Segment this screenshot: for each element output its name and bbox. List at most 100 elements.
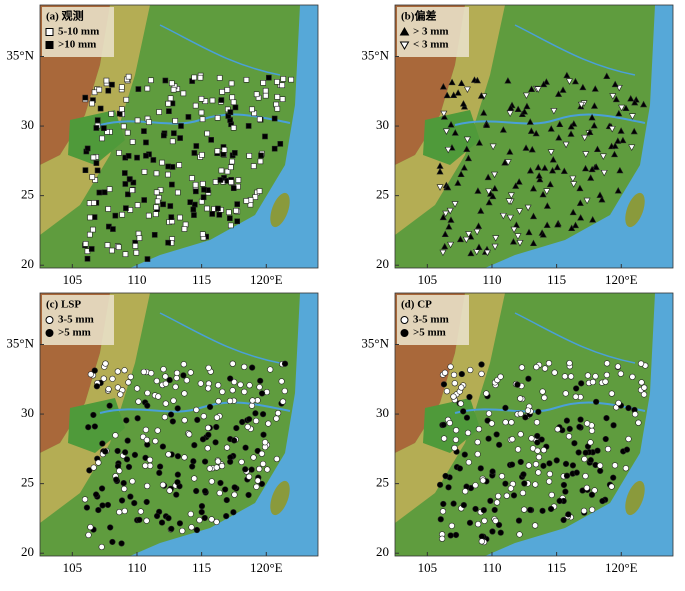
station-marker [98, 485, 106, 492]
station-marker [493, 431, 500, 438]
station-marker [205, 385, 212, 392]
station-marker [209, 97, 216, 104]
station-marker [546, 470, 553, 478]
station-marker [629, 373, 636, 381]
station-marker [517, 431, 524, 438]
station-marker [489, 528, 496, 535]
station-marker [603, 415, 610, 422]
station-marker [458, 370, 465, 378]
station-marker [171, 130, 177, 136]
station-marker [169, 138, 176, 145]
station-marker [193, 526, 201, 534]
station-marker [174, 471, 181, 478]
station-marker [528, 85, 536, 92]
station-marker [131, 451, 139, 458]
station-marker [83, 504, 91, 511]
station-marker [526, 167, 534, 174]
legend-box [42, 7, 114, 57]
station-marker [230, 185, 237, 191]
station-marker [259, 460, 267, 468]
station-marker [501, 159, 509, 166]
station-marker [590, 121, 598, 129]
station-marker [153, 204, 160, 211]
station-marker [214, 115, 221, 121]
station-marker [507, 192, 515, 199]
station-marker [602, 435, 609, 443]
station-marker [222, 486, 229, 493]
station-marker [520, 471, 527, 478]
station-marker [122, 449, 129, 456]
station-marker [215, 382, 222, 389]
station-marker [600, 169, 608, 177]
station-marker [115, 244, 122, 250]
x-tick-label: 110 [482, 560, 501, 575]
station-marker [176, 162, 182, 168]
station-marker [143, 436, 150, 444]
station-marker [180, 90, 187, 97]
station-marker [473, 76, 481, 84]
station-marker [611, 142, 619, 149]
station-marker [436, 481, 444, 488]
station-marker [485, 198, 493, 206]
station-marker [638, 379, 645, 386]
panel-label: (b)偏差 [401, 9, 436, 23]
station-marker [187, 510, 194, 518]
station-marker [463, 136, 471, 144]
station-marker [567, 130, 575, 137]
station-marker [93, 383, 100, 390]
station-marker [477, 207, 485, 214]
legend-symbol [45, 41, 54, 49]
station-marker [587, 174, 595, 181]
station-marker [162, 77, 169, 84]
station-marker [273, 455, 280, 463]
station-marker [525, 375, 532, 382]
station-marker [125, 463, 133, 471]
station-marker [518, 364, 525, 371]
station-marker [129, 139, 136, 145]
station-marker [228, 222, 234, 229]
station-marker [159, 443, 167, 450]
station-marker [189, 463, 196, 470]
station-marker [551, 369, 558, 376]
station-marker [570, 181, 578, 188]
station-marker [214, 458, 222, 465]
station-marker [257, 377, 264, 384]
station-marker [625, 435, 632, 443]
station-marker [491, 243, 499, 251]
station-marker [144, 256, 151, 262]
station-marker [541, 365, 549, 372]
station-marker [503, 492, 510, 499]
station-marker [84, 145, 91, 152]
station-marker [466, 519, 474, 526]
station-marker [614, 363, 622, 370]
station-marker [121, 507, 128, 515]
station-marker [610, 422, 617, 429]
station-marker [439, 249, 447, 257]
station-marker [608, 483, 615, 490]
station-marker [278, 378, 285, 385]
station-marker [562, 141, 570, 149]
station-marker [230, 509, 237, 516]
station-marker [560, 481, 568, 489]
station-marker [127, 493, 134, 500]
station-marker [213, 414, 221, 421]
station-marker [599, 153, 607, 160]
station-marker [213, 518, 220, 526]
station-marker [205, 424, 212, 431]
station-marker [231, 378, 238, 386]
station-marker [154, 427, 161, 434]
station-marker [523, 102, 531, 110]
station-marker [105, 87, 112, 94]
station-marker [480, 109, 488, 116]
river [159, 312, 281, 364]
station-marker [119, 106, 125, 112]
station-marker [153, 377, 160, 385]
station-marker [615, 109, 623, 117]
station-marker [547, 149, 555, 156]
station-marker [165, 239, 171, 246]
station-marker [258, 450, 265, 457]
station-marker [237, 381, 244, 388]
station-marker [467, 249, 475, 257]
station-marker [123, 205, 129, 211]
station-marker [85, 531, 92, 539]
